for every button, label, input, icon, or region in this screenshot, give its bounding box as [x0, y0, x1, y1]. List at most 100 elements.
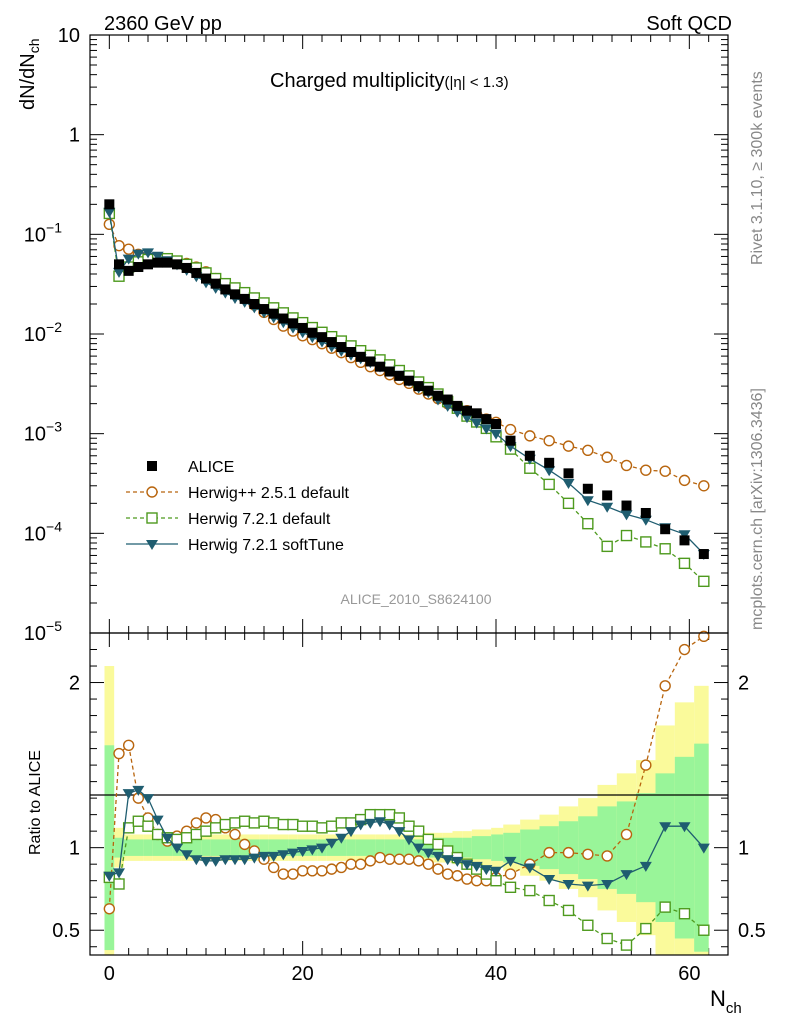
legend-entry: Herwig++ 2.5.1 default	[126, 485, 350, 502]
inner-band-bin	[520, 829, 540, 866]
data-point	[113, 239, 125, 252]
data-point	[423, 385, 434, 396]
data-point	[601, 540, 613, 553]
data-point	[384, 366, 395, 377]
header-left: 2360 GeV pp	[104, 13, 222, 35]
data-point	[132, 249, 145, 260]
data-point	[230, 289, 240, 300]
data-point	[412, 825, 425, 837]
data-point	[383, 853, 396, 865]
data-point	[151, 828, 164, 841]
data-point	[659, 680, 671, 692]
data-point	[620, 459, 633, 472]
data-point	[306, 820, 319, 832]
y-tick-label: 1	[69, 125, 80, 147]
data-point	[480, 424, 493, 435]
data-point	[659, 543, 671, 555]
inner-band-bin	[268, 839, 279, 856]
data-point	[365, 356, 376, 367]
data-point	[582, 848, 594, 860]
header-right: Soft QCD	[646, 13, 732, 35]
data-point	[412, 843, 425, 854]
inner-band-bin	[152, 839, 163, 856]
data-point	[122, 822, 135, 834]
inner-band-bin	[210, 839, 221, 856]
data-point	[620, 510, 633, 521]
data-point	[180, 832, 193, 844]
y-tick-label: 10−3	[24, 419, 62, 446]
data-point	[639, 861, 652, 872]
data-point	[171, 843, 183, 854]
data-point	[678, 530, 691, 541]
data-point	[122, 739, 135, 751]
data-point	[172, 259, 182, 270]
inner-band-bin	[201, 839, 211, 856]
inner-band-bin	[143, 839, 153, 856]
data-point	[490, 866, 502, 877]
data-point	[248, 853, 261, 864]
data-point	[113, 878, 125, 890]
data-point	[287, 868, 299, 880]
data-point	[151, 251, 164, 262]
data-point	[504, 868, 517, 880]
inner-band-bin	[423, 837, 434, 858]
data-point	[393, 812, 406, 824]
series-herwig-7-2-1-default	[103, 207, 710, 588]
data-point	[277, 850, 290, 861]
inner-band-bin	[278, 839, 289, 856]
data-point	[441, 868, 454, 880]
inner-band-bin	[394, 839, 405, 856]
ratio-y-tick-label: 1	[69, 838, 80, 860]
legend-entry: Herwig 7.2.1 softTune	[126, 537, 344, 554]
data-point	[287, 848, 299, 859]
data-point	[288, 318, 298, 329]
data-point	[678, 557, 691, 570]
data-point	[375, 361, 385, 372]
legend: ALICE Herwig++ 2.5.1 default Herwig 7.2.1 …	[126, 459, 350, 554]
data-point	[524, 430, 536, 442]
data-point	[103, 218, 116, 231]
data-point	[543, 466, 556, 477]
data-point	[461, 873, 473, 885]
data-point	[543, 435, 555, 447]
y-tick-label: 10−1	[24, 219, 62, 246]
data-point	[543, 875, 556, 886]
data-point	[620, 939, 633, 951]
data-point	[490, 429, 502, 440]
data-point	[277, 818, 290, 831]
data-point	[432, 838, 444, 851]
data-point	[505, 435, 516, 446]
data-point	[452, 400, 463, 411]
y-axis-label: dN/dNch	[17, 39, 42, 111]
data-point	[563, 468, 574, 479]
ratio-axis-ticks	[90, 649, 728, 948]
data-point	[190, 817, 203, 829]
data-point	[562, 879, 575, 890]
data-point	[524, 884, 536, 897]
ratio-series-layer	[103, 630, 710, 951]
data-point	[523, 863, 536, 874]
data-point	[325, 820, 338, 832]
inner-band-bin	[104, 745, 115, 951]
data-point	[267, 861, 280, 874]
data-point	[335, 861, 348, 874]
data-point	[132, 785, 145, 796]
data-point	[601, 879, 614, 890]
data-point	[220, 284, 231, 295]
data-point	[113, 267, 125, 278]
data-point	[345, 817, 357, 829]
data-point	[142, 794, 154, 805]
inner-band-bin	[655, 773, 675, 922]
data-point	[393, 853, 406, 865]
inner-band-bin	[181, 839, 192, 856]
data-point	[346, 346, 356, 357]
data-point	[422, 833, 435, 846]
data-point	[191, 267, 202, 278]
data-point	[113, 747, 125, 760]
series-alice	[104, 199, 709, 560]
data-point	[316, 865, 328, 877]
data-point	[296, 820, 309, 832]
data-point	[461, 860, 473, 871]
data-point	[326, 337, 337, 348]
data-point	[620, 870, 633, 881]
